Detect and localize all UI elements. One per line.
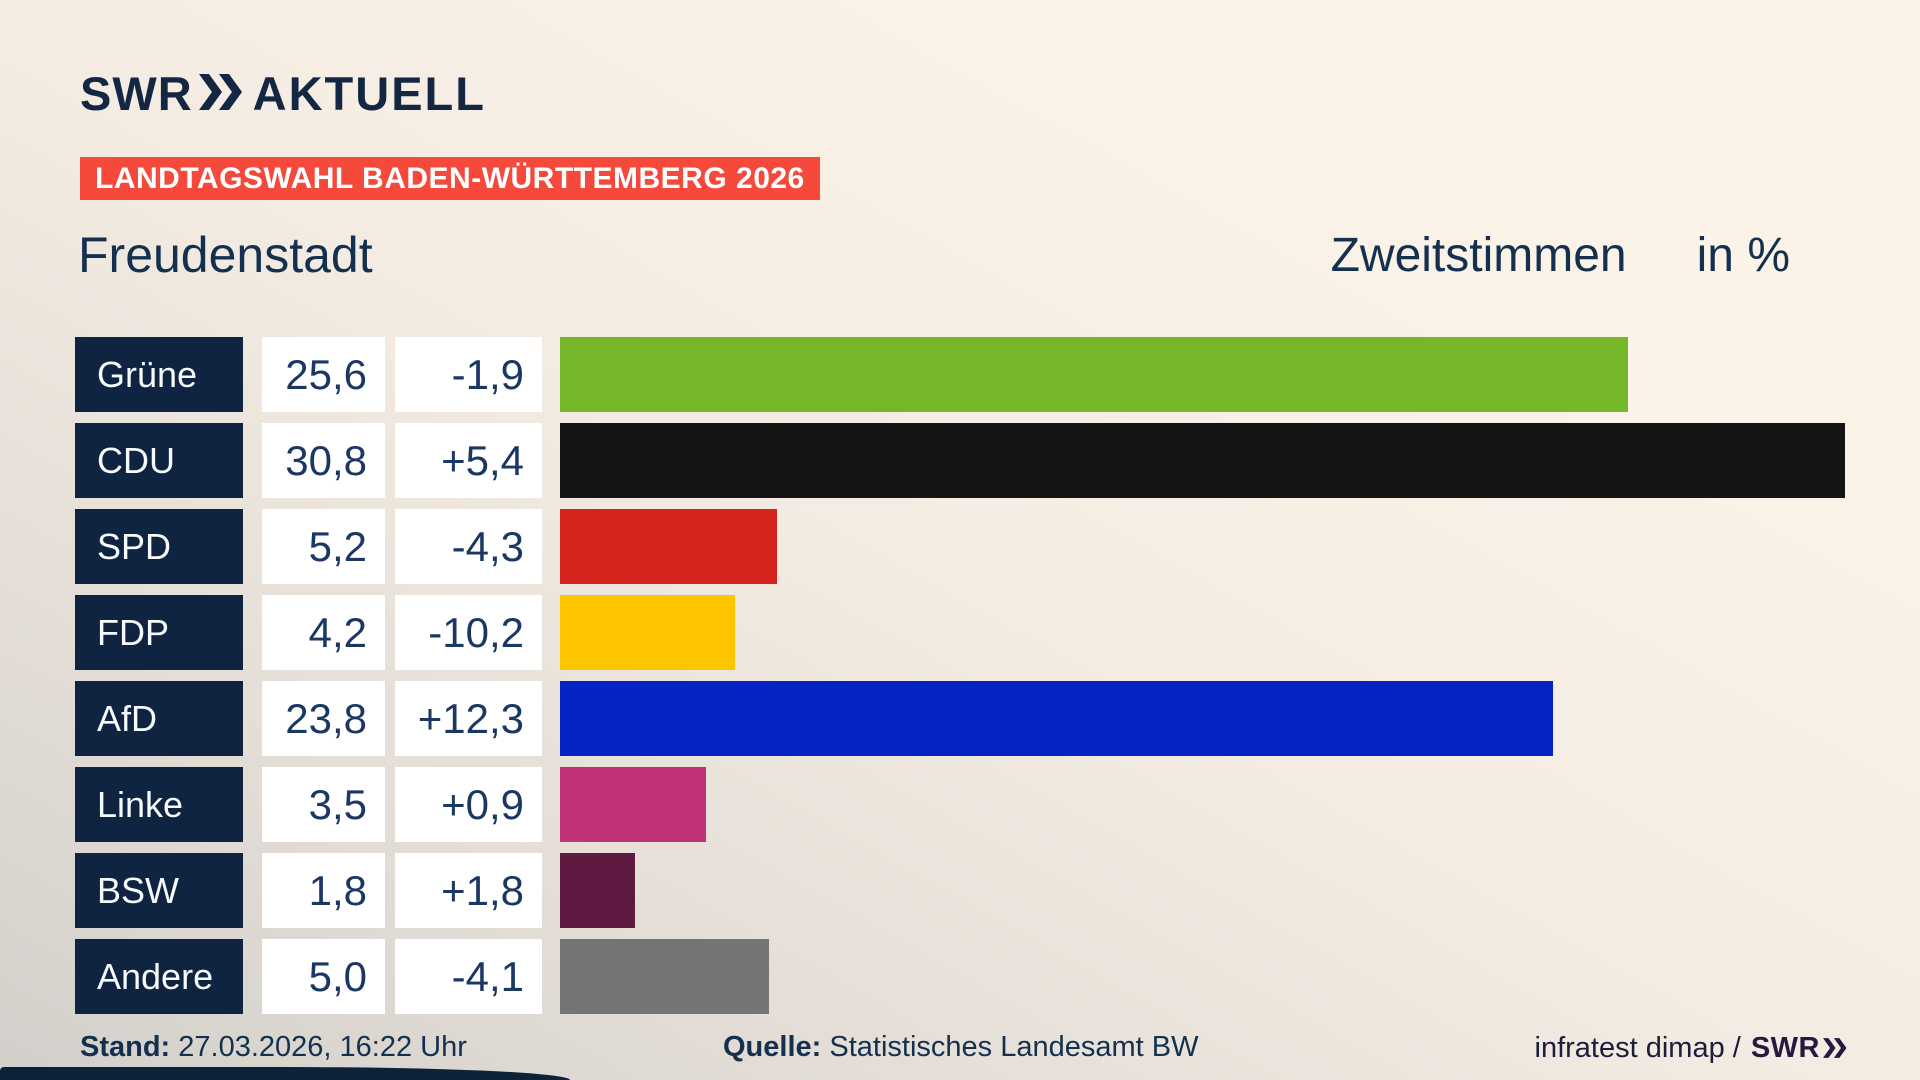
change-cell: -4,1 (395, 939, 542, 1014)
party-label-cell: AfD (75, 681, 243, 756)
source-text: Quelle: Statistisches Landesamt BW (723, 1031, 1198, 1064)
credit-agency: infratest dimap / (1534, 1032, 1741, 1064)
change-cell: +0,9 (395, 767, 542, 842)
double-chevron-icon (198, 74, 243, 115)
change-cell: +5,4 (395, 423, 542, 498)
results-bar-chart: Grüne 25,6 -1,9 CDU 30,8 +5,4 SPD 5,2 -4… (75, 337, 1920, 1025)
result-bar (560, 853, 636, 928)
unit-label: in % (1696, 229, 1790, 282)
party-label-cell: Andere (75, 939, 243, 1014)
result-bar (560, 939, 769, 1014)
measure-title: Zweitstimmen in % (1331, 228, 1790, 283)
vote-share-cell: 1,8 (262, 853, 385, 928)
party-label-cell: SPD (75, 509, 243, 584)
vote-share-cell: 3,5 (262, 767, 385, 842)
party-result-row: Andere 5,0 -4,1 (75, 939, 1920, 1014)
change-cell: -4,3 (395, 509, 542, 584)
party-result-row: SPD 5,2 -4,3 (75, 509, 1920, 584)
result-bar (560, 767, 707, 842)
change-cell: +1,8 (395, 853, 542, 928)
vote-share-cell: 30,8 (262, 423, 385, 498)
result-bar (560, 595, 736, 670)
bottom-banner-edge (0, 1067, 570, 1080)
party-label-cell: FDP (75, 595, 243, 670)
source-value: Statistisches Landesamt BW (821, 1031, 1199, 1063)
stand-value: 27.03.2026, 16:22 Uhr (170, 1031, 467, 1063)
aktuell-logo-text: AKTUELL (252, 67, 486, 120)
result-bar (560, 423, 1845, 498)
measure-label: Zweitstimmen (1330, 229, 1627, 282)
stand-label: Stand: (80, 1031, 171, 1063)
swr-aktuell-logo: SWR AKTUELL (80, 70, 486, 117)
timestamp-text: Stand: 27.03.2026, 16:22 Uhr (80, 1031, 467, 1064)
party-result-row: FDP 4,2 -10,2 (75, 595, 1920, 670)
result-bar (560, 681, 1553, 756)
credit-swr-logo: SWR (1750, 1032, 1820, 1064)
party-result-row: Linke 3,5 +0,9 (75, 767, 1920, 842)
swr-logo-text: SWR (80, 67, 193, 120)
vote-share-cell: 23,8 (262, 681, 385, 756)
party-result-row: AfD 23,8 +12,3 (75, 681, 1920, 756)
result-bar (560, 337, 1629, 412)
source-label: Quelle: (723, 1031, 822, 1063)
region-title: Freudenstadt (78, 227, 373, 283)
double-chevron-small-icon (1823, 1033, 1847, 1066)
vote-share-cell: 5,0 (262, 939, 385, 1014)
change-cell: -10,2 (395, 595, 542, 670)
change-cell: +12,3 (395, 681, 542, 756)
change-cell: -1,9 (395, 337, 542, 412)
vote-share-cell: 4,2 (262, 595, 385, 670)
credit-text: infratest dimap / SWR (1535, 1031, 1848, 1066)
vote-share-cell: 25,6 (262, 337, 385, 412)
party-result-row: Grüne 25,6 -1,9 (75, 337, 1920, 412)
party-result-row: BSW 1,8 +1,8 (75, 853, 1920, 928)
party-label-cell: Linke (75, 767, 243, 842)
election-badge: LANDTAGSWAHL BADEN-WÜRTTEMBERG 2026 (80, 157, 820, 200)
party-label-cell: Grüne (75, 337, 243, 412)
vote-share-cell: 5,2 (262, 509, 385, 584)
party-result-row: CDU 30,8 +5,4 (75, 423, 1920, 498)
result-bar (560, 509, 777, 584)
party-label-cell: BSW (75, 853, 243, 928)
party-label-cell: CDU (75, 423, 243, 498)
